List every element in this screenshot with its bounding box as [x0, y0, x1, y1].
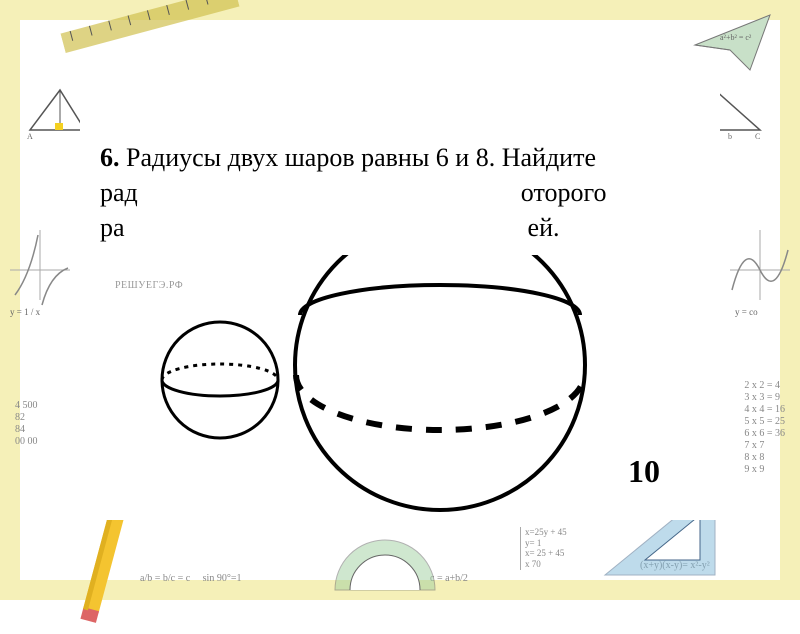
problem-text: 6. Радиусы двух шаров равны 6 и 8. Найди… — [100, 140, 700, 245]
figure-area: РЕШУЕГЭ.РФ 10 — [100, 255, 700, 515]
problem-line3-left: ра — [100, 213, 125, 242]
svg-text:y = 1 / x: y = 1 / x — [10, 307, 41, 317]
spheres-diagram — [100, 255, 660, 515]
problem-line2-right: оторого — [521, 178, 607, 207]
problem-line3-right: ей. — [528, 213, 560, 242]
graph-icon: y = 1 / x — [10, 230, 70, 320]
problem-line1: Радиусы двух шаров равны 6 и 8. Найдите — [126, 143, 596, 172]
svg-text:y = co: y = co — [735, 307, 758, 317]
ruler-icon — [58, 0, 242, 63]
formula-text: a/b = b/c = c sin 90°=1 — [140, 573, 241, 585]
svg-text:b: b — [728, 132, 732, 140]
arithmetic-text: 4 500 82 84 00 00 — [15, 400, 38, 448]
svg-text:C: C — [755, 132, 760, 140]
formula-text: (x+y)(x-y)= x²-y² — [640, 560, 710, 572]
paper-plane-icon: a²+b² = c² — [690, 10, 780, 80]
protractor-icon — [330, 535, 440, 595]
formula-text: c = a+b/2 — [430, 573, 468, 585]
svg-text:a²+b² = c²: a²+b² = c² — [720, 33, 752, 42]
graph-icon: y = co — [730, 230, 790, 320]
slide-content: 6. Радиусы двух шаров равны 6 и 8. Найди… — [80, 80, 720, 520]
equation-block-text: x=25y + 45 y= 1 x= 25 + 45 x 70 — [520, 527, 567, 570]
problem-line2-left: рад — [100, 178, 138, 207]
answer-value: 10 — [628, 453, 660, 490]
problem-number: 6. — [100, 143, 120, 172]
multiplication-table-text: 2 x 2 = 4 3 x 3 = 9 4 x 4 = 16 5 x 5 = 2… — [744, 380, 785, 476]
svg-text:A: A — [27, 132, 33, 140]
